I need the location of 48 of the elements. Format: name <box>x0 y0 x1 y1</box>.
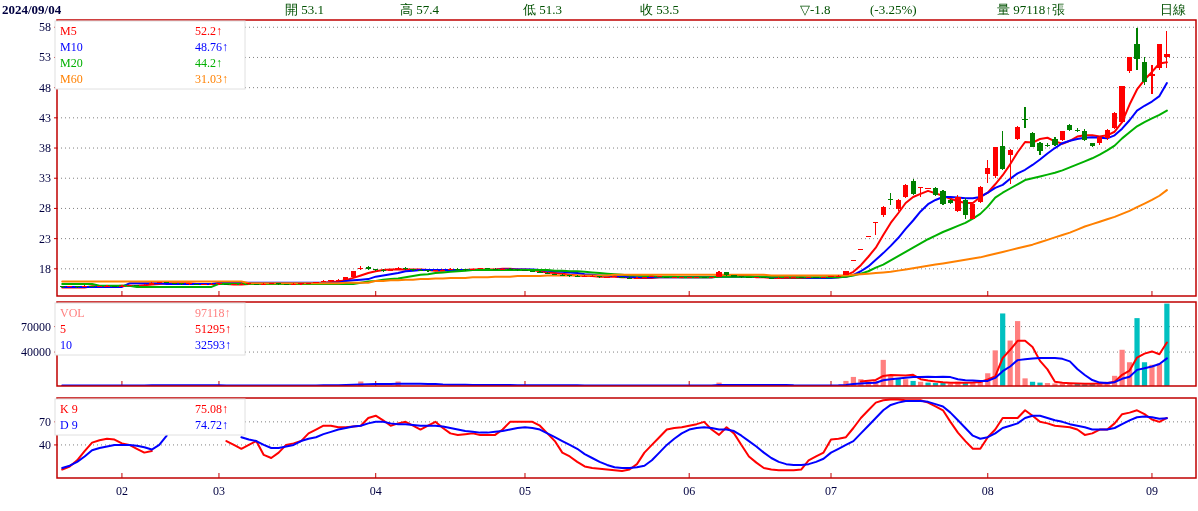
text: 高 57.4 <box>400 2 440 17</box>
annotation: 32593↑ <box>195 338 231 352</box>
y-tick-label: 28 <box>39 201 51 216</box>
text: 開 53.1 <box>285 2 324 17</box>
annotation: 97118↑ <box>195 306 231 320</box>
y-tick-label: 58 <box>39 20 51 35</box>
annotation: 75.08↑ <box>195 402 228 416</box>
x-tick-label: 06 <box>683 484 696 498</box>
annotation: 48.76↑ <box>195 40 228 54</box>
text: M5 <box>60 24 77 38</box>
text: ▽-1.8 <box>800 2 831 17</box>
y-tick-label: 43 <box>39 110 51 125</box>
text: K 9 <box>60 402 78 416</box>
annotation: 52.2↑ <box>195 24 222 38</box>
series-label: D 9 <box>60 418 78 432</box>
text: VOL <box>60 306 85 320</box>
text: 收 53.5 <box>640 2 679 17</box>
y-tick-label: 18 <box>39 261 51 276</box>
annotation: 74.72↑ <box>195 418 228 432</box>
y-tick-label: 40 <box>39 437 51 452</box>
y-tick-label: 38 <box>39 141 51 156</box>
annotation: 44.2↑ <box>195 56 222 70</box>
text: M60 <box>60 72 83 86</box>
y-tick-label: 48 <box>39 80 51 95</box>
y-tick-label: 23 <box>39 231 51 246</box>
chart-title: 2024/09/04 <box>2 2 62 17</box>
x-tick-label: 07 <box>825 484 838 498</box>
text: 低 51.3 <box>523 2 562 17</box>
annotation: 31.03↑ <box>195 72 228 86</box>
y-tick-label: 70000 <box>21 319 51 334</box>
text: 5 <box>60 322 66 336</box>
text: M10 <box>60 40 83 54</box>
y-tick-label: 40000 <box>21 345 51 360</box>
y-tick-label: 53 <box>39 50 51 65</box>
y-tick-label: 70 <box>39 414 51 429</box>
x-tick-label: 03 <box>212 484 225 498</box>
text: 日線 <box>1160 2 1186 17</box>
x-tick-label: 05 <box>518 484 531 498</box>
text: (-3.25%) <box>870 2 917 17</box>
annotation: 51295↑ <box>195 322 231 336</box>
y-tick-label: 33 <box>39 171 51 186</box>
text: M20 <box>60 56 83 70</box>
x-tick-label: 02 <box>115 484 128 498</box>
text: 量 97118↑張 <box>997 2 1065 17</box>
x-tick-label: 08 <box>981 484 994 498</box>
x-tick-label: 09 <box>1145 484 1158 498</box>
x-tick-label: 04 <box>369 484 382 498</box>
text: 10 <box>60 338 72 352</box>
